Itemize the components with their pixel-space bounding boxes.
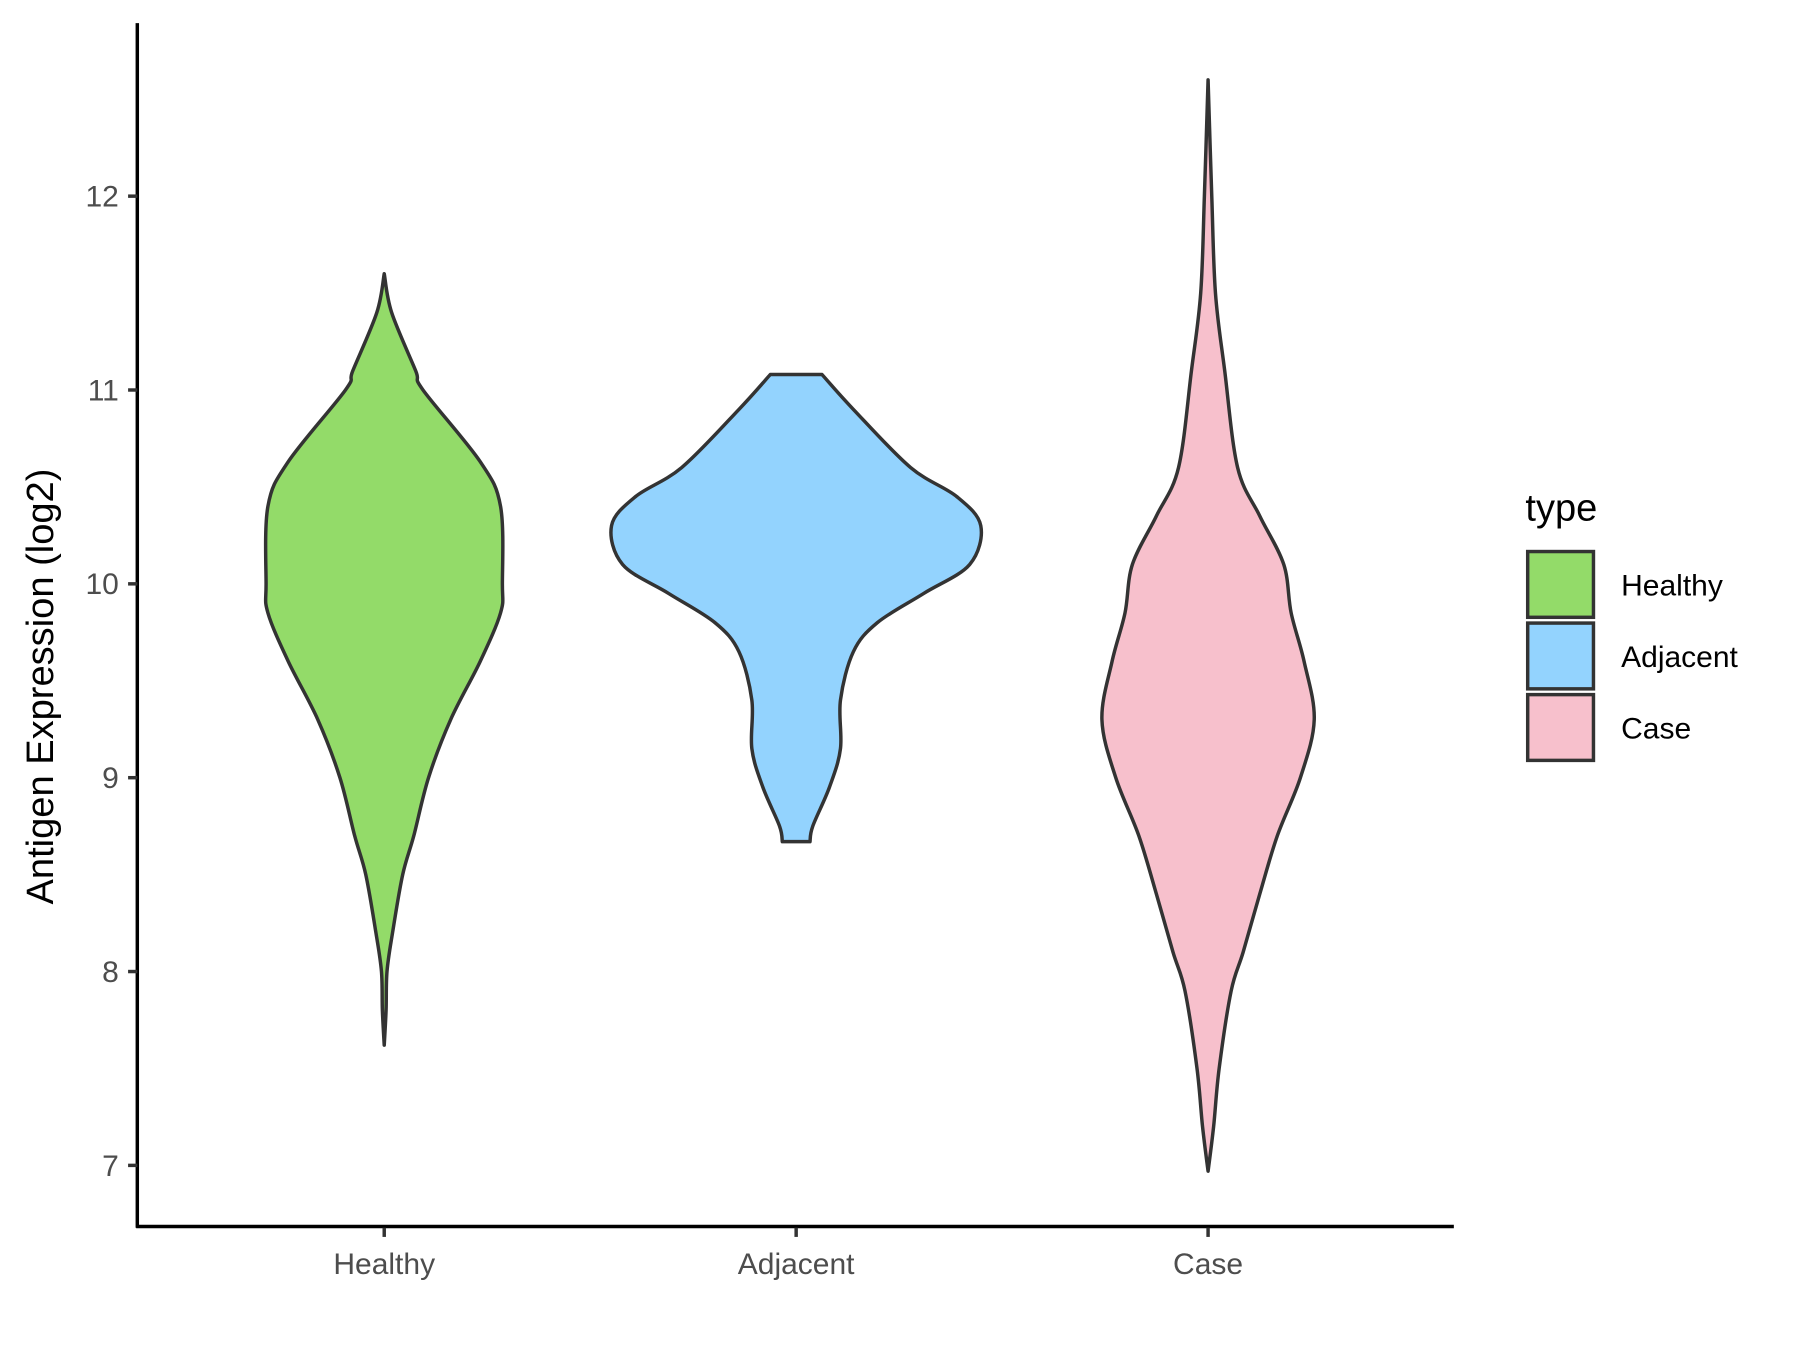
violins [263,78,1316,1173]
y-tick-label: 9 [102,762,119,795]
x-tick-label-case: Case [1173,1248,1243,1281]
legend-key-adjacent [1525,621,1596,691]
violin-healthy [263,271,505,1047]
y-tick-label: 11 [88,374,119,407]
legend-label-case: Case [1621,712,1691,745]
x-ticks: Healthy Adjacent Case [333,1227,1243,1281]
x-tick-label-adjacent: Adjacent [738,1248,855,1281]
y-tick-label: 12 [85,181,118,214]
y-ticks: 7 8 9 10 11 12 [85,181,138,1183]
violin-case [1100,78,1316,1173]
violin-adjacent [609,372,984,844]
legend-title: type [1525,487,1597,529]
y-tick-label: 7 [102,1150,119,1183]
y-axis-title: Antigen Expression (log2) [20,469,62,905]
y-tick-label: 10 [85,568,118,601]
legend-key-healthy [1525,549,1596,620]
y-tick-label: 8 [102,956,119,989]
x-tick-label-healthy: Healthy [333,1248,435,1281]
legend-key-case [1525,692,1596,763]
legend-label-healthy: Healthy [1621,569,1723,602]
legend-label-adjacent: Adjacent [1621,641,1738,674]
legend: type Healthy Adjacent Case [1525,487,1739,763]
